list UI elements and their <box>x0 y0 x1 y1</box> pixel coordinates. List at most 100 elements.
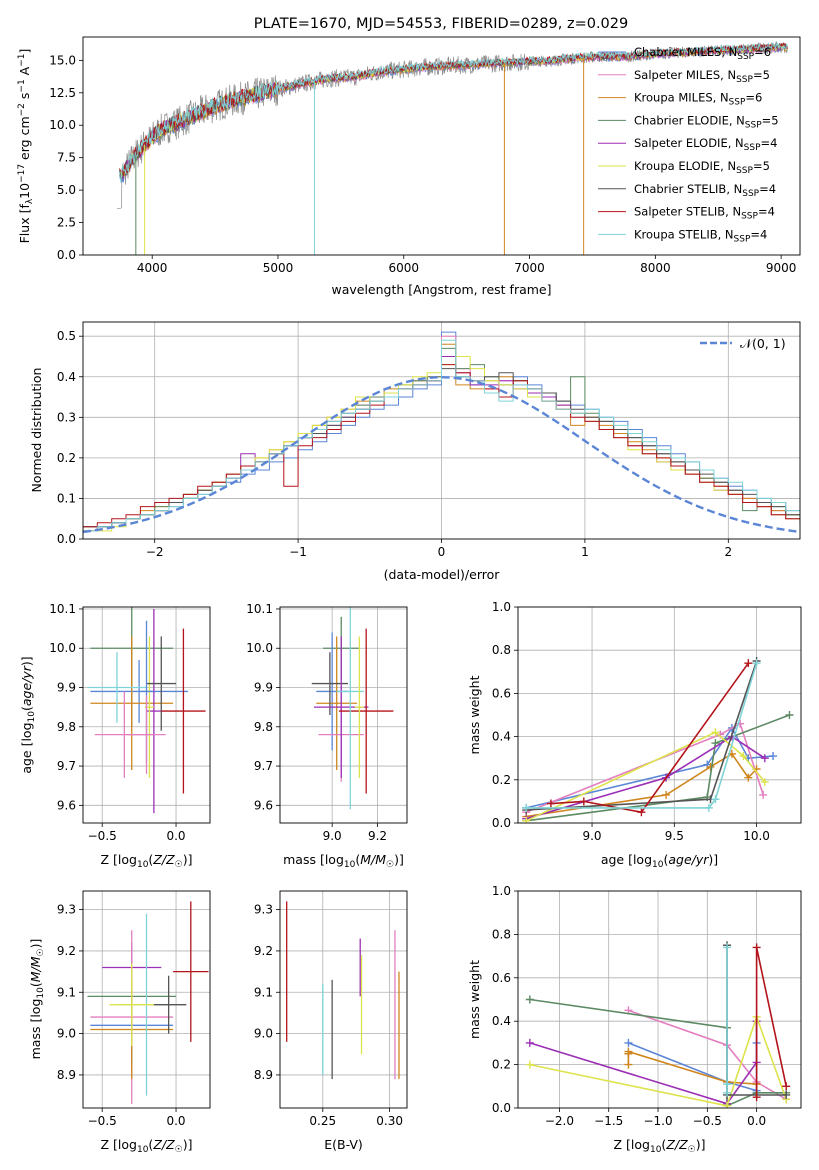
age-vs-z-panel-frame <box>82 606 211 824</box>
y-tick-label: 0.2 <box>492 1058 511 1072</box>
mass-vs-ebv-panel: 0.25 0.30 8.9 9.0 9.1 9.2 9.3 E(B-V) <box>254 891 407 1152</box>
y-tick-label: 10.1 <box>246 602 273 616</box>
y-tick-label: 15.0 <box>49 53 76 67</box>
legend-label: Chabrier MILES, NSSP=6 <box>634 45 771 62</box>
x-tick-label: −0.5 <box>693 1114 722 1128</box>
y-tick-label: 0.2 <box>57 451 76 465</box>
y-tick-label: 0.2 <box>492 773 511 787</box>
x-tick-label: 6000 <box>388 261 419 275</box>
x-tick-label: −2.0 <box>545 1114 574 1128</box>
weight-series-line <box>526 714 790 822</box>
weight-series-line <box>525 722 764 813</box>
weight-point-marker <box>723 943 732 952</box>
weight-point-marker <box>752 659 761 668</box>
errorbars <box>286 901 400 1080</box>
legend-label: 𝒩(0, 1) <box>740 336 786 351</box>
x-tick-label: 0 <box>438 545 446 559</box>
spectrum-y-label: Flux [fλ10−17 erg cm−2 s−1 A−1] <box>17 49 35 244</box>
weight-series-line <box>526 662 758 809</box>
y-tick-label: 0.6 <box>492 971 511 985</box>
weight-point-marker <box>723 1080 732 1089</box>
weight-series-line <box>526 752 758 818</box>
weight-point-marker <box>760 777 769 786</box>
weight-point-marker <box>546 799 555 808</box>
y-tick-label: 9.3 <box>254 903 273 917</box>
x-tick-label: 8000 <box>640 261 671 275</box>
residuals-frame <box>82 321 801 540</box>
weight-vs-age-panel-frame <box>517 606 802 824</box>
weight-point-marker <box>785 711 794 719</box>
weight-series-line <box>525 735 766 820</box>
histogram-series <box>83 368 800 539</box>
x-tick-label: −0.5 <box>88 829 117 843</box>
y-tick-label: 0.0 <box>492 1101 511 1115</box>
spectrum-x-label: wavelength [Angstrom, rest frame] <box>331 282 551 297</box>
y-tick-label: 10.0 <box>246 641 273 655</box>
x-tick-label: 10.0 <box>743 829 770 843</box>
residuals-panel: −2 −1 0 1 2 0.0 0.1 0.2 0.3 0.4 0.5 (data-model)/er… <box>29 322 800 582</box>
mass-vs-ebv-panel-frame <box>279 890 408 1109</box>
legend-label: Chabrier STELIB, NSSP=4 <box>634 182 776 199</box>
weight-point-marker <box>759 790 768 799</box>
weight-point-marker <box>522 803 531 812</box>
histogram-series <box>83 339 800 539</box>
y-tick-label: 9.9 <box>254 681 273 695</box>
x-tick-label: −1.0 <box>643 1114 672 1128</box>
y-tick-label: 0.4 <box>492 730 511 744</box>
y-tick-label: 9.1 <box>57 985 76 999</box>
y-tick-label: 9.2 <box>57 944 76 958</box>
weight-point-marker <box>711 739 720 748</box>
x-tick-label: 0.0 <box>166 1114 185 1128</box>
weight-point-marker <box>782 1090 791 1099</box>
x-tick-label: 5000 <box>263 261 294 275</box>
legend-label: Salpeter MILES, NSSP=5 <box>634 68 770 85</box>
x-tick-label: 1 <box>581 545 589 559</box>
weight-series-line <box>526 660 758 811</box>
histograms <box>83 331 800 539</box>
weight-series-line <box>550 662 749 814</box>
x-tick-label: 0.25 <box>309 1114 336 1128</box>
y-tick-label: 9.9 <box>57 681 76 695</box>
y-tick-label: 8.9 <box>254 1068 273 1082</box>
spectrum-panel: PLATE=1670, MJD=54553, FIBERID=0289, z=0… <box>17 16 796 297</box>
y-tick-label: 2.5 <box>57 216 76 230</box>
weight-vs-age-panel-y-label: mass weight <box>467 675 482 754</box>
histogram-series <box>83 364 800 539</box>
weight-point-marker <box>711 728 720 737</box>
weight-point-marker <box>624 1038 633 1047</box>
y-tick-label: 9.2 <box>254 944 273 958</box>
y-tick-label: 5.0 <box>57 183 76 197</box>
age-vs-mass-panel-frame <box>279 606 408 824</box>
y-tick-label: 0.0 <box>57 248 76 262</box>
y-tick-label: 0.0 <box>57 532 76 546</box>
x-tick-label: −1.5 <box>594 1114 623 1128</box>
weight-point-marker <box>704 803 713 812</box>
age-vs-mass-x-label: mass [log10(M/M☉)] <box>283 852 404 870</box>
y-tick-label: 9.0 <box>254 1027 273 1041</box>
age-vs-mass-panel: 9.0 9.2 9.6 9.7 9.8 9.9 10.0 10.1 mass [log10(M/… <box>246 602 407 870</box>
weight-vs-z-panel: −2.0 −1.5 −1.0 −0.5 0.0 0.0 0.2 0.4 0.6 0.8 1.0 mas… <box>467 884 801 1155</box>
spectrum-frame <box>82 36 801 256</box>
errorbars <box>87 901 209 1104</box>
x-tick-label: 7000 <box>514 261 545 275</box>
x-tick-label: 0.0 <box>166 829 185 843</box>
y-tick-label: 10.0 <box>49 641 76 655</box>
y-tick-label: 0.8 <box>492 927 511 941</box>
model-spectrum-line <box>119 42 788 183</box>
weight-point-marker <box>752 943 761 952</box>
weight-point-marker <box>723 1088 732 1097</box>
age-vs-z-y-label: age [log10(age/yr)] <box>19 656 37 773</box>
y-tick-label: 7.5 <box>57 151 76 165</box>
x-tick-label: −1 <box>289 545 307 559</box>
weight-point-marker <box>522 816 531 823</box>
y-tick-label: 0.3 <box>57 410 76 424</box>
y-tick-label: 1.0 <box>492 884 511 898</box>
weight-series-line <box>529 1014 787 1107</box>
weight-point-marker <box>752 1093 761 1102</box>
y-tick-label: 0.0 <box>492 816 511 830</box>
y-tick-label: 0.4 <box>57 370 76 384</box>
mass-vs-z-x-label: Z [log10(Z/Z☉)] <box>101 1137 193 1155</box>
age-vs-z-x-label: Z [log10(Z/Z☉)] <box>101 852 193 870</box>
y-tick-label: 0.5 <box>57 329 76 343</box>
weight-point-marker <box>769 752 778 761</box>
